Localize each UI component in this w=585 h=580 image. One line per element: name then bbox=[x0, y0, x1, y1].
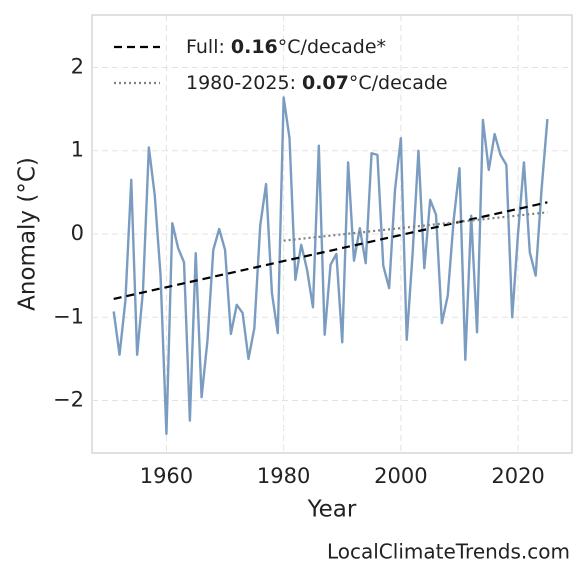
x-tick-label: 1960 bbox=[140, 464, 193, 488]
x-tick-label: 1980 bbox=[257, 464, 310, 488]
trend-line bbox=[113, 201, 548, 301]
legend-slope: 0.16 bbox=[231, 36, 278, 58]
x-tick-label: 2020 bbox=[491, 464, 544, 488]
y-axis-label: Anomaly (°C) bbox=[15, 157, 41, 311]
y-tick-label: −1 bbox=[53, 304, 84, 328]
trend-line bbox=[283, 211, 548, 242]
y-tick-label: 2 bbox=[71, 54, 84, 78]
legend-slope: 0.07 bbox=[302, 72, 349, 94]
legend-label: Full: 0.16°C/decade* bbox=[186, 36, 386, 58]
footer: LocalClimateTrends.com bbox=[327, 540, 570, 564]
x-axis-label: Year bbox=[307, 497, 357, 523]
legend-unit: °C/decade bbox=[349, 72, 448, 94]
x-tick-label: 2000 bbox=[374, 464, 427, 488]
legend-label: 1980-2025: 0.07°C/decade bbox=[186, 72, 448, 94]
y-tick-label: 1 bbox=[71, 138, 84, 162]
legend-unit: °C/decade* bbox=[278, 36, 386, 58]
y-tick-label: −2 bbox=[53, 388, 84, 412]
legend-name: Full: bbox=[186, 36, 225, 58]
y-tick-label: 0 bbox=[71, 221, 84, 245]
data-line bbox=[112, 96, 549, 436]
legend-name: 1980-2025: bbox=[186, 72, 296, 94]
